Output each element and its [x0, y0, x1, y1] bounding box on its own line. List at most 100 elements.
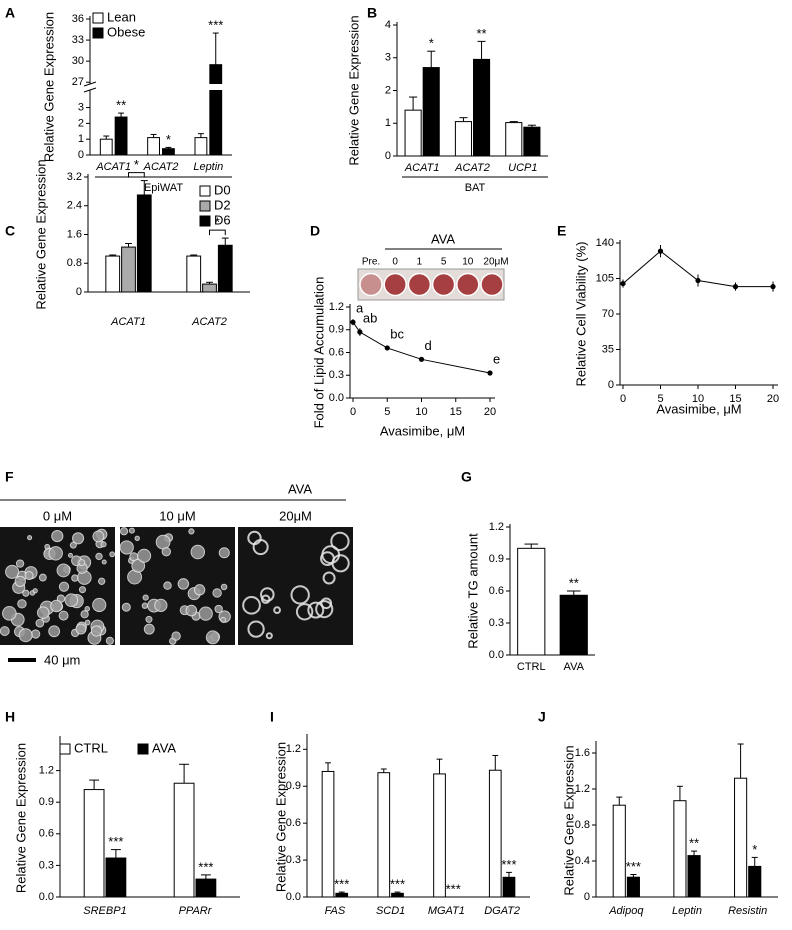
x-tick-label: 10 [415, 406, 427, 418]
droplet [36, 606, 50, 619]
bar [422, 67, 440, 157]
bar [209, 64, 223, 156]
droplet [260, 594, 271, 605]
error-bar [492, 754, 499, 771]
x-tick-label: MGAT1 [428, 905, 465, 917]
point-label: e [493, 351, 500, 366]
error-bar [524, 543, 539, 549]
y-tick-label: 1.2 [329, 301, 344, 313]
y-axis-label: Relative Cell Viability (%) [573, 242, 588, 387]
droplet [295, 603, 314, 621]
droplet [84, 619, 91, 626]
droplet [90, 625, 103, 637]
x-axis-label: Avasimibe, μM [380, 423, 465, 438]
y-axis-label: Relative Gene Expression [13, 743, 28, 893]
x-tick-label: ACAT1 [110, 316, 146, 328]
legend-swatch [92, 27, 104, 39]
significance: * [215, 215, 220, 230]
data-point [418, 356, 425, 362]
droplet [38, 573, 47, 582]
bar [377, 772, 391, 898]
bar [673, 800, 687, 898]
droplet [134, 535, 140, 541]
data-point [487, 370, 493, 376]
image-label: 0 μM [43, 508, 72, 523]
error-bar [325, 762, 331, 772]
bar [404, 109, 422, 157]
error-bar [566, 590, 581, 596]
bar [687, 855, 701, 898]
y-tick-label: 0.3 [489, 617, 504, 629]
image-label: 20μM [279, 508, 312, 523]
droplet [56, 563, 71, 578]
x-tick-label: Leptin [672, 905, 702, 917]
image-label: 10 μM [159, 508, 195, 523]
x-tick-label: AVA [564, 661, 585, 673]
y-tick-label: 30 [72, 55, 84, 67]
error-bar [103, 135, 110, 140]
panel-letter: J [538, 709, 546, 725]
x-tick-label: CTRL [517, 661, 546, 673]
y-tick-label: 0.9 [329, 324, 344, 336]
droplet [78, 559, 86, 567]
scale-label: 40 μm [44, 652, 80, 667]
significance: ** [689, 836, 699, 851]
panel-letter: E [557, 223, 566, 239]
droplet [218, 547, 230, 559]
bar [612, 804, 626, 898]
droplet [290, 585, 310, 605]
data-point [770, 284, 776, 290]
droplet [142, 594, 149, 601]
x-tick-label: UCP1 [508, 162, 537, 174]
point-label: ab [363, 310, 377, 325]
droplet [252, 539, 269, 556]
x-tick-label: SREBP1 [83, 905, 126, 917]
legend-label: D2 [214, 197, 231, 212]
y-tick-label: 1.2 [286, 743, 301, 755]
error-bar [506, 871, 512, 878]
droplet [15, 559, 25, 568]
significance: ** [116, 98, 126, 113]
bar [391, 892, 404, 898]
y-tick-label: 70 [602, 308, 614, 320]
droplet [58, 610, 69, 621]
micrograph [120, 527, 235, 645]
droplet [98, 577, 106, 585]
error-bar [200, 874, 211, 880]
bar [433, 773, 446, 898]
droplet [109, 551, 116, 558]
x-tick-label: Resistin [728, 905, 767, 917]
bar [105, 255, 121, 293]
y-tick-label: 2.4 [67, 200, 82, 212]
axis-break-gap [85, 84, 232, 90]
x-tick-label: Adipoq [608, 905, 644, 917]
error-bar [380, 768, 387, 773]
droplet [273, 606, 281, 615]
y-tick-label: 0.0 [286, 891, 301, 903]
error-bar [751, 856, 758, 867]
droplet [212, 588, 222, 598]
significance: *** [198, 859, 213, 874]
error-bar [459, 117, 468, 122]
y-tick-label: 105 [596, 272, 614, 284]
axis-break-mark [83, 81, 97, 87]
x-tick-label: 10 [692, 393, 704, 405]
droplet [119, 540, 134, 555]
y-tick-label: 1.2 [489, 521, 504, 533]
droplet [80, 610, 89, 619]
droplet [247, 620, 265, 638]
significance: *** [626, 859, 641, 874]
error-bar [125, 242, 132, 248]
legend-swatch [59, 743, 71, 755]
y-tick-label: 0.9 [489, 553, 504, 565]
error-bar [109, 254, 117, 257]
y-axis-label: Relative Gene Expression [33, 159, 48, 309]
bar [517, 547, 546, 656]
y-tick-label: 1.6 [67, 228, 82, 240]
droplet [205, 630, 220, 645]
x-tick-label: DGAT2 [484, 905, 520, 917]
legend-swatch [199, 215, 211, 227]
group-label: EpiWAT [144, 182, 183, 194]
y-tick-label: 3.2 [67, 171, 82, 183]
error-bar [436, 758, 443, 774]
